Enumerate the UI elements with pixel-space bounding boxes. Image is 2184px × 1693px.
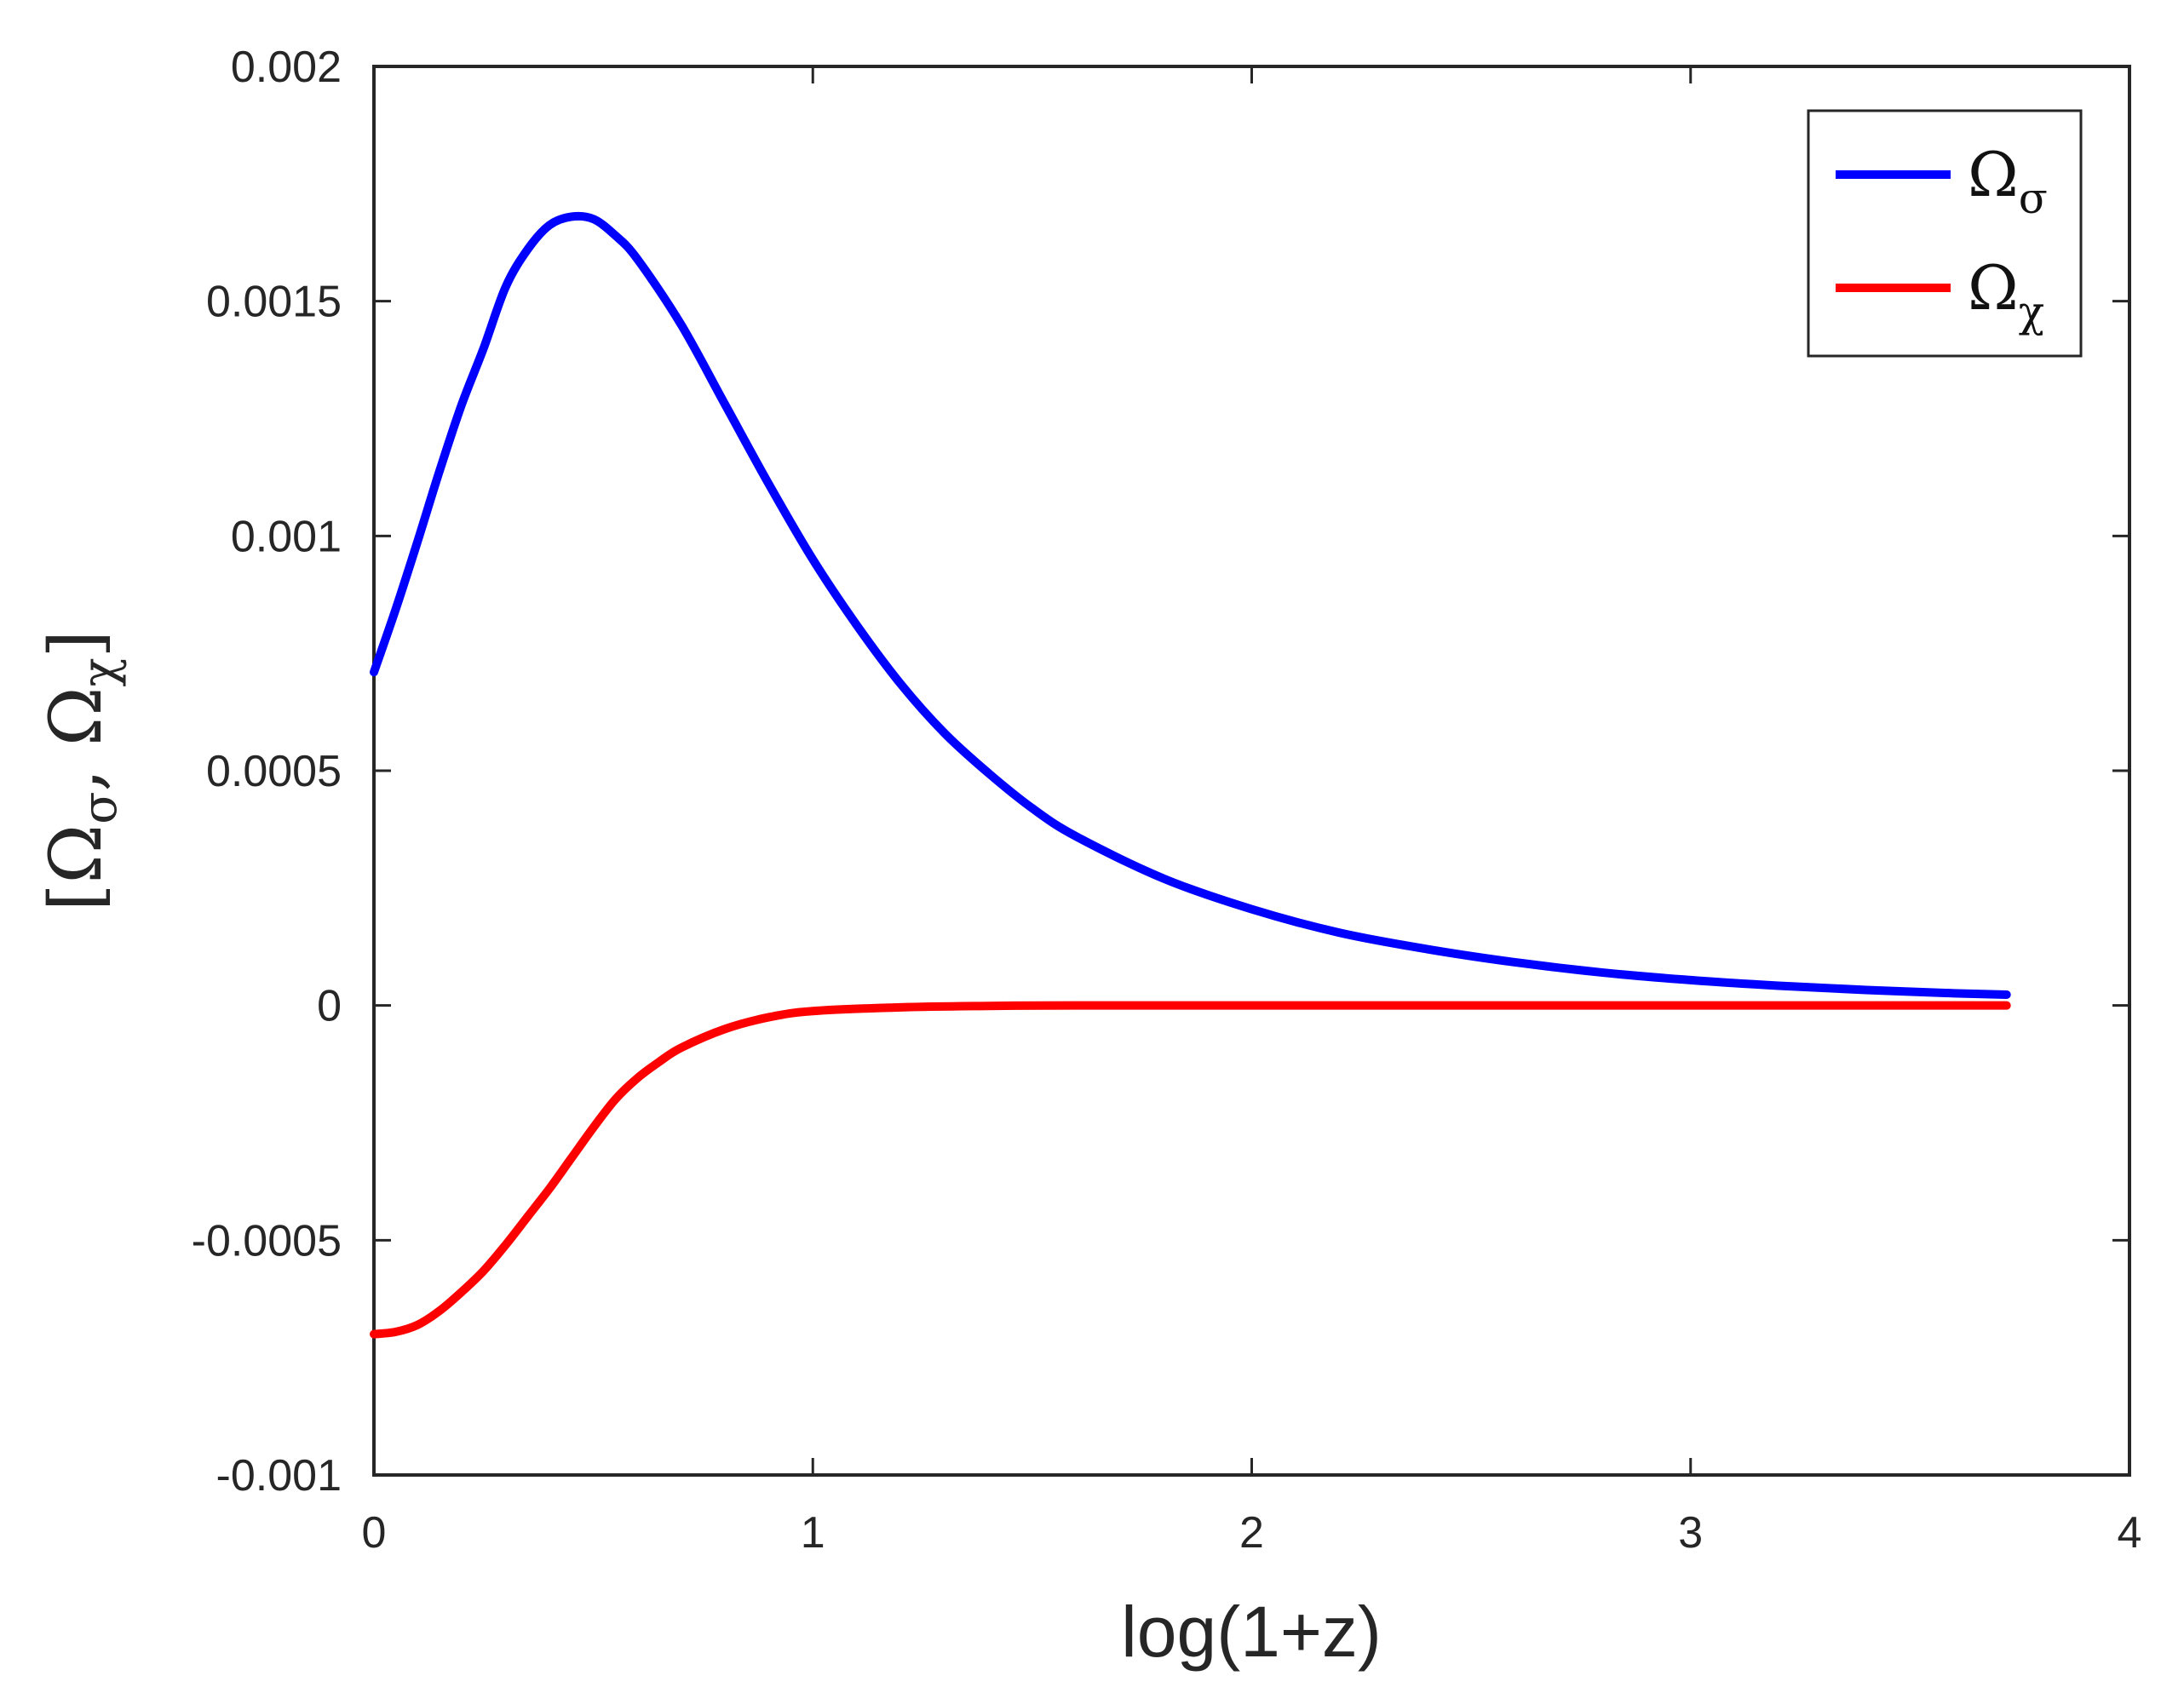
legend-box [1807,109,2083,358]
x-tick-label: 3 [1678,1508,1703,1558]
y-tick-label: 0.0005 [206,747,342,796]
y-axis-label-sub-sigma: σ [72,792,128,824]
y-tick-label: -0.0005 [192,1216,342,1265]
x-tick-label: 2 [1239,1508,1264,1558]
y-axis-label-open: [ [34,883,118,911]
x-axis-label: log(1+z) [1121,1592,1382,1672]
y-axis-label-omega-1: Ω [34,824,118,884]
legend: Ωσ Ωχ [1807,109,2083,358]
y-tick-label: 0 [317,982,342,1031]
series-line-omega-chi [370,1001,2011,1339]
y-axis-ticks: -0.001 -0.0005 0 0.0005 0.001 0.0015 0.002 [192,43,2129,1501]
y-axis-label-separator: , [34,746,118,791]
y-axis-label: [Ωσ, Ωχ] [34,630,128,911]
legend-label-omega-chi: Ωχ [1968,252,2044,336]
x-tick-label: 4 [2118,1508,2142,1558]
y-tick-label: 0.0015 [206,278,342,327]
x-axis-ticks: 0 1 2 3 4 [362,66,2142,1558]
y-axis-label-omega-2: Ω [34,686,118,746]
series-line-omega-sigma [370,211,2011,999]
y-axis-label-sub-chi: χ [72,658,128,687]
y-tick-label: 0.002 [231,43,342,92]
y-axis-label-close: ] [34,630,118,658]
legend-label-omega-sigma: Ωσ [1968,139,2048,223]
series-layer [370,211,2011,1339]
y-tick-label: 0.001 [231,512,342,561]
x-tick-label: 0 [362,1508,387,1558]
y-tick-label: -0.001 [216,1451,342,1501]
x-tick-label: 1 [801,1508,825,1558]
